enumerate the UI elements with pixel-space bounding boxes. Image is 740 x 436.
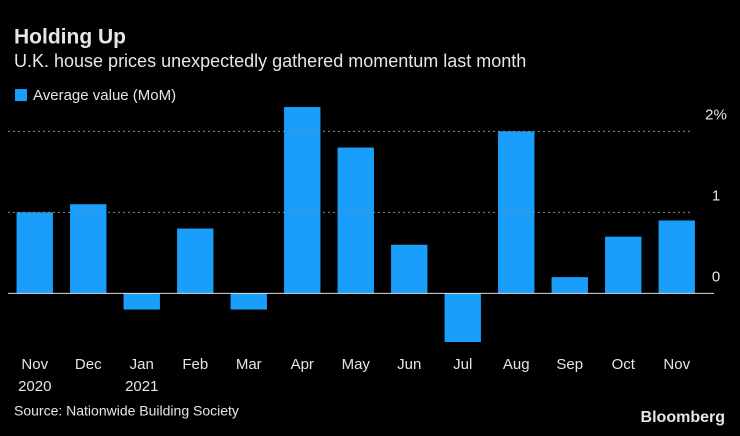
bar xyxy=(123,293,160,310)
bar xyxy=(284,107,321,294)
x-tick-label: Nov xyxy=(663,356,690,373)
x-tick-label: Feb xyxy=(182,356,208,373)
bar xyxy=(70,204,107,294)
legend-swatch xyxy=(15,89,27,101)
y-tick-label: 2% xyxy=(705,106,727,123)
bar xyxy=(551,277,588,294)
source: Source: Nationwide Building Society xyxy=(14,403,239,419)
x-tick-label: Mar xyxy=(236,356,262,373)
x-tick-label: Jul xyxy=(453,356,472,373)
x-tick-label: Aug xyxy=(503,356,530,373)
bar xyxy=(605,236,642,294)
y-tick-label: 0 xyxy=(712,268,720,285)
bar xyxy=(230,293,267,310)
x-tick-label: Jan 2021 xyxy=(125,356,158,395)
bar xyxy=(16,212,53,294)
bar xyxy=(444,293,481,342)
legend-label: Average value (MoM) xyxy=(33,87,176,104)
bar xyxy=(391,244,428,294)
brand: Bloomberg xyxy=(641,409,725,426)
x-tick-label: Oct xyxy=(612,356,636,373)
x-tick-label: Sep xyxy=(556,356,583,373)
chart-title: Holding Up xyxy=(14,26,126,49)
x-tick-label: Nov 2020 xyxy=(18,356,51,395)
x-tick-label: Jun xyxy=(397,356,421,373)
bar xyxy=(177,228,214,294)
bar xyxy=(337,147,374,294)
y-tick-label: 1 xyxy=(712,187,720,204)
x-tick-label: Dec xyxy=(75,356,102,373)
bar xyxy=(658,220,695,294)
x-tick-label: May xyxy=(342,356,371,373)
x-tick-label: Apr xyxy=(291,356,314,373)
chart-subtitle: U.K. house prices unexpectedly gathered … xyxy=(14,51,526,71)
